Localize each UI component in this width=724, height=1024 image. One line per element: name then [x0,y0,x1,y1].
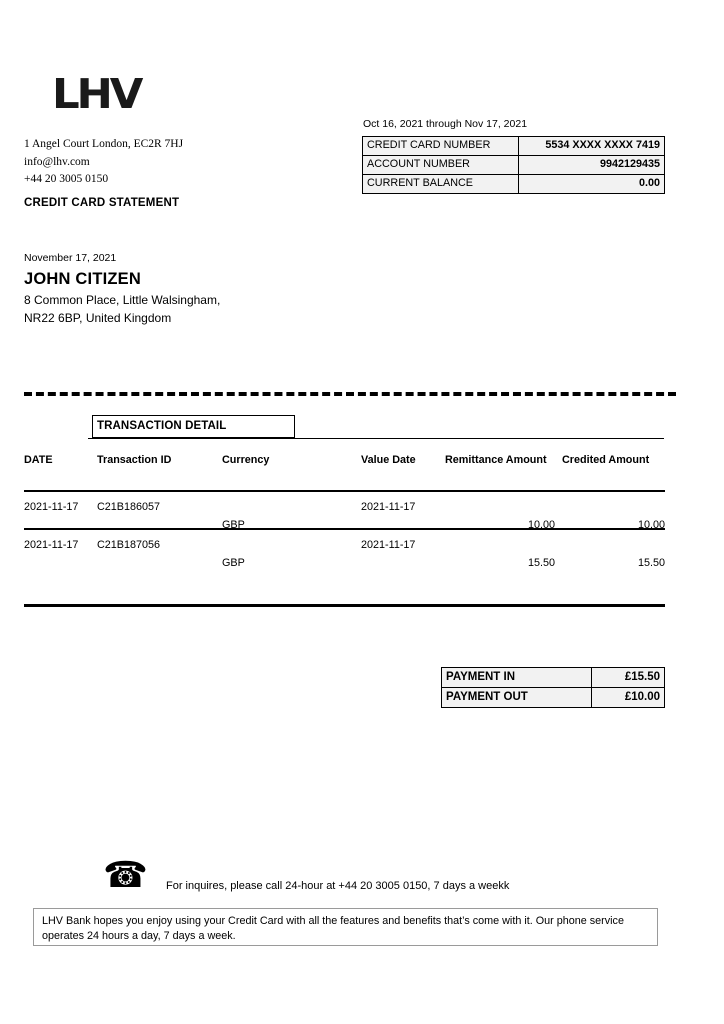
column-header-value-date: Value Date [361,454,416,466]
telephone-icon: ☎ [103,855,148,896]
bank-address-line: 1 Angel Court London, EC2R 7HJ [24,138,184,150]
customer-address-line: 8 Common Place, Little Walsingham, [24,293,221,307]
dashed-divider [24,392,676,396]
summary-value: 5534 XXXX XXXX 7419 [518,136,665,156]
column-header-id: Transaction ID [97,454,172,466]
summary-value: 9942129435 [518,155,665,175]
statement-date: November 17, 2021 [24,252,117,264]
table-row: 2021-11-17 C21B186057 GBP 2021-11-17 10.… [24,494,665,532]
payment-summary-table: PAYMENT IN £15.50 PAYMENT OUT £10.00 [441,667,665,708]
page-title: CREDIT CARD STATEMENT [24,197,180,209]
bank-address-block: 1 Angel Court London, EC2R 7HJ info@lhv.… [24,136,183,189]
table-row-divider [24,528,665,530]
column-header-credited: Credited Amount [562,454,650,466]
transaction-column-headers: DATE Transaction ID Currency Value Date … [24,454,665,472]
disclaimer-box: LHV Bank hopes you enjoy using your Cred… [33,908,658,946]
transaction-detail-header: TRANSACTION DETAIL [92,415,295,438]
table-row: PAYMENT IN £15.50 [441,667,665,688]
cell-value-date: 2021-11-17 [361,539,416,551]
table-row: ACCOUNT NUMBER 9942129435 [361,155,665,175]
customer-address: 8 Common Place, Little Walsingham, NR22 … [24,292,220,327]
cell-date: 2021-11-17 [24,539,79,551]
disclaimer-text: LHV Bank hopes you enjoy using your Cred… [42,915,624,942]
payment-out-label: PAYMENT OUT [441,687,592,708]
summary-value: 0.00 [518,174,665,194]
column-header-date: DATE [24,454,53,466]
customer-name: JOHN CITIZEN [24,270,141,288]
transaction-section-rule [88,438,664,439]
summary-label: ACCOUNT NUMBER [361,155,520,175]
cell-credited: 15.50 [637,557,665,569]
column-header-currency: Currency [222,454,270,466]
cell-currency: GBP [222,557,245,569]
bank-email: info@lhv.com [24,155,90,168]
table-row: PAYMENT OUT £10.00 [441,687,665,708]
cell-id: C21B186057 [97,501,161,513]
payment-in-value: £15.50 [591,667,665,688]
transaction-detail-label: TRANSACTION DETAIL [97,420,227,432]
cell-date: 2021-11-17 [24,501,79,513]
statement-period: Oct 16, 2021 through Nov 17, 2021 [363,118,528,130]
bank-phone: +44 20 3005 0150 [24,173,109,185]
table-row: 2021-11-17 C21B187056 GBP 2021-11-17 15.… [24,532,665,570]
table-bottom-rule [24,604,665,607]
cell-id: C21B187056 [97,539,161,551]
summary-label: CREDIT CARD NUMBER [361,136,520,156]
lhv-logo: LHV [52,70,143,118]
customer-address-line: NR22 6BP, United Kingdom [24,310,172,325]
payment-in-label: PAYMENT IN [441,667,592,688]
column-header-remittance: Remittance Amount [445,454,547,466]
table-top-rule [24,490,665,492]
table-row: CURRENT BALANCE 0.00 [361,174,665,194]
cell-value-date: 2021-11-17 [361,501,416,513]
payment-out-value: £10.00 [591,687,665,708]
cell-remittance: 15.50 [527,557,555,569]
summary-label: CURRENT BALANCE [361,174,520,194]
table-row: CREDIT CARD NUMBER 5534 XXXX XXXX 7419 [361,136,665,156]
account-summary-table: CREDIT CARD NUMBER 5534 XXXX XXXX 7419 A… [361,136,665,194]
contact-text: For inquires, please call 24-hour at +44… [166,880,510,892]
